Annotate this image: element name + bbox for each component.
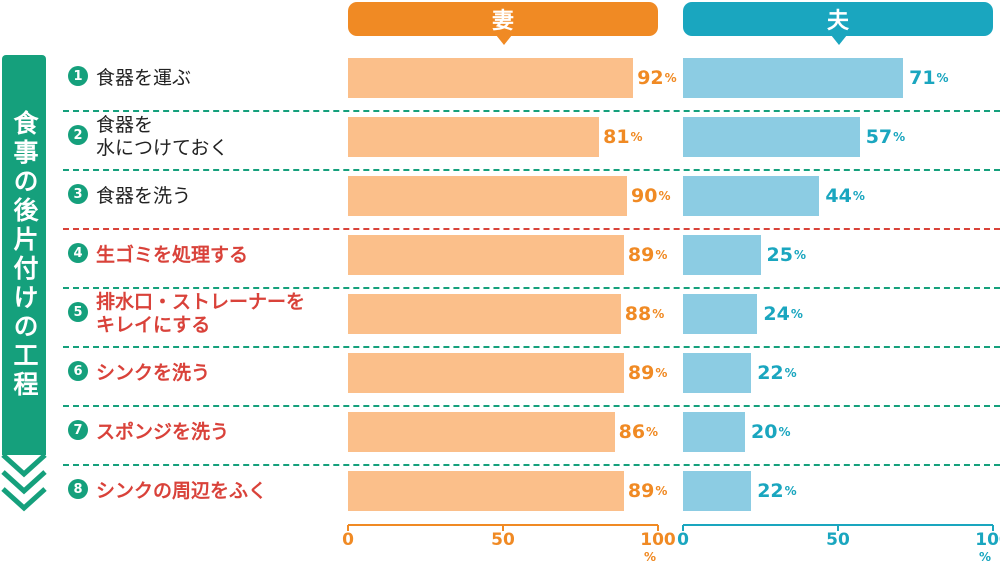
down-chevron-icon [1, 453, 47, 512]
wife-tick [502, 525, 504, 531]
task-label: シンクを洗う [96, 361, 211, 384]
husband-tick-label: 50 [826, 530, 850, 550]
husband-tick [682, 525, 684, 531]
husband-bar [683, 412, 745, 452]
husband-bar [683, 294, 758, 334]
wife-tick [347, 525, 349, 531]
husband-value-label: 25% [766, 244, 806, 266]
row-number: 6 [68, 361, 88, 381]
husband-value-label: 20% [751, 421, 791, 443]
row-number: 3 [68, 184, 88, 204]
task-label: スポンジを洗う [96, 420, 230, 443]
husband-tick [992, 525, 994, 531]
wife-bar [348, 176, 627, 216]
husband-value-label: 71% [909, 67, 949, 89]
row-separator [63, 169, 1000, 171]
row-number: 4 [68, 243, 88, 263]
wife-bar [348, 294, 621, 334]
wife-header: 妻 [348, 2, 658, 45]
row-separator [63, 464, 1000, 466]
husband-tick [837, 525, 839, 531]
husband-bar [683, 58, 904, 98]
row-number: 7 [68, 420, 88, 440]
process-label: 食事の後片付けの工程 [10, 110, 39, 400]
wife-tick-label: 100 [640, 530, 676, 550]
wife-bar [348, 471, 624, 511]
husband-value-label: 22% [757, 362, 797, 384]
wife-value-label: 89% [627, 362, 668, 384]
husband-bar [683, 117, 860, 157]
row-separator [63, 228, 1000, 230]
wife-bar [348, 58, 634, 98]
wife-tick [657, 525, 659, 531]
row-separator [63, 405, 1000, 407]
wife-value-label: 92% [637, 67, 677, 89]
wife-bar [348, 353, 624, 393]
row-number: 2 [68, 125, 88, 145]
task-label: 食器を運ぶ [96, 66, 192, 89]
husband-bar [683, 176, 820, 216]
husband-header: 夫 [683, 2, 993, 45]
wife-bar [348, 235, 624, 275]
row-number: 8 [68, 479, 88, 499]
row-number: 5 [68, 302, 88, 322]
husband-bar [683, 235, 761, 275]
wife-value-label: 89% [627, 244, 668, 266]
husband-tick-label: 100 [975, 530, 1000, 550]
row-separator [63, 346, 1000, 348]
husband-value-label: 24% [763, 303, 803, 325]
task-label: 生ゴミを処理する [96, 243, 249, 266]
task-label: 食器を 水につけておく [96, 114, 229, 159]
husband-value-label: 57% [865, 126, 906, 148]
task-label: シンクの周辺をふく [96, 479, 268, 502]
row-separator [63, 110, 1000, 112]
wife-axis-unit: % [643, 550, 657, 564]
husband-value-label: 44% [825, 185, 865, 207]
husband-tick-label: 0 [677, 530, 689, 550]
wife-value-label: 88% [624, 303, 665, 325]
husband-axis-unit: % [978, 550, 992, 564]
wife-value-label: 81% [603, 126, 643, 148]
wife-tick-label: 50 [491, 530, 515, 550]
task-label: 排水口・ストレーナーを キレイにする [96, 291, 306, 336]
husband-value-label: 22% [757, 480, 797, 502]
row-separator [63, 287, 1000, 289]
wife-bar [348, 117, 600, 157]
wife-value-label: 89% [627, 480, 668, 502]
task-label: 食器を洗う [96, 184, 192, 207]
process-arrow: 食事の後片付けの工程 [2, 55, 46, 455]
wife-bar [348, 412, 615, 452]
wife-tick-label: 0 [342, 530, 354, 550]
wife-value-label: 86% [618, 421, 659, 443]
husband-bar [683, 353, 752, 393]
wife-value-label: 90% [631, 185, 671, 207]
row-number: 1 [68, 66, 88, 86]
husband-bar [683, 471, 752, 511]
